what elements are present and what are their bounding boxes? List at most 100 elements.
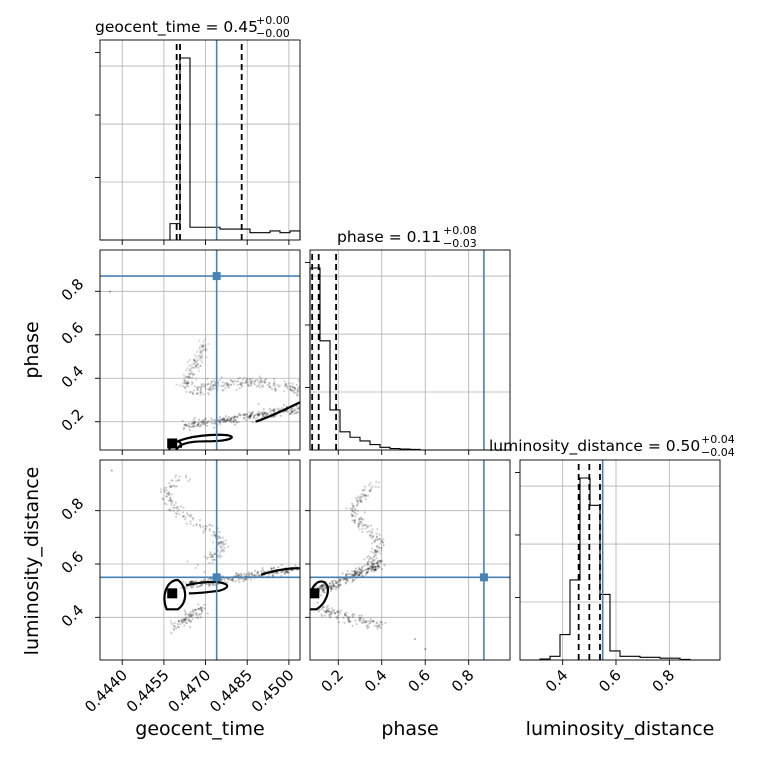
joint-panel-luminosity-distance-vs-geocent-time [95,459,301,665]
sample-point [384,621,387,625]
sample-point [219,542,222,545]
sample-point [223,417,226,420]
sample-point [184,618,187,621]
sample-point [168,493,171,497]
sample-point [264,378,268,381]
sample-point [204,524,207,528]
sample-point [226,383,230,386]
sample-point [356,513,359,516]
sample-point [186,360,189,363]
sample-point [199,584,202,587]
sample-point [374,568,377,571]
joint-panel-content [100,250,300,450]
sample-point [336,617,339,620]
sample-point [365,620,368,623]
sample-point [322,589,325,592]
sample-point [179,505,183,508]
sample-point [233,423,236,426]
sample-point [189,515,192,519]
sample-point [283,385,286,388]
sample-point [358,568,362,571]
sample-point [224,419,227,422]
sample-point [185,586,188,590]
sample-point [197,366,200,369]
sample-point [366,567,369,570]
sample-point [244,577,247,580]
sample-point [330,585,334,589]
sample-point [343,612,347,615]
sample-point [211,541,215,544]
sample-point [163,486,166,490]
sample-point [200,583,204,586]
sample-point [207,382,210,386]
sample-point [207,420,210,423]
sample-point [199,393,202,396]
sample-point [320,587,323,590]
sample-point [272,574,275,578]
sample-point [352,519,355,522]
sample-point [189,376,192,380]
phase-title-lower: −0.03 [443,237,477,250]
sample-point [195,378,198,381]
sample-point [358,619,362,622]
sample-point [244,413,247,416]
sample-point [213,553,216,556]
sample-point [377,485,380,489]
sample-point [369,621,372,624]
sample-point [171,484,175,487]
sample-point [258,412,261,416]
sample-point [200,385,204,388]
sample-point [196,363,199,367]
sample-point [205,348,208,351]
sample-point [209,382,213,386]
sample-point [189,522,192,525]
sample-point [291,410,294,413]
sample-point [339,583,342,586]
sample-point [357,524,360,527]
sample-point [357,502,360,505]
contour-line [168,433,233,450]
sample-point [224,415,228,418]
sample-point [378,542,382,545]
sample-point [289,388,292,391]
sample-point [209,556,212,559]
sample-point [293,386,296,389]
sample-point [228,386,231,389]
sample-point [322,584,325,587]
sample-point [277,566,280,569]
sample-point [351,573,354,576]
sample-point [188,373,191,376]
sample-point [364,498,368,501]
sample-point [196,387,199,390]
sample-point [370,487,373,490]
sample-point [284,383,287,387]
sample-point [357,525,360,528]
sample-point [335,581,339,584]
sample-point [279,414,282,417]
sample-point [360,569,363,572]
sample-point [372,620,375,623]
panel-frame [99,39,301,241]
sample-point [292,409,296,413]
sample-point [319,586,322,589]
sample-point [218,553,221,556]
sample-point [323,614,326,617]
sample-point [378,537,381,540]
sample-point [327,609,330,612]
sample-point [198,357,201,360]
sample-point [270,567,273,570]
sample-point [204,527,207,530]
sample-point [272,566,275,569]
sample-point [274,388,277,392]
sample-point [234,415,237,418]
sample-point [358,496,361,499]
sample-point [358,522,361,525]
sample-point [167,490,170,494]
sample-point [181,382,184,385]
sample-point [180,619,183,622]
sample-point [378,545,381,548]
sample-point [188,358,191,362]
sample-point [210,389,213,392]
sample-point [190,372,193,375]
sample-point [248,415,252,418]
